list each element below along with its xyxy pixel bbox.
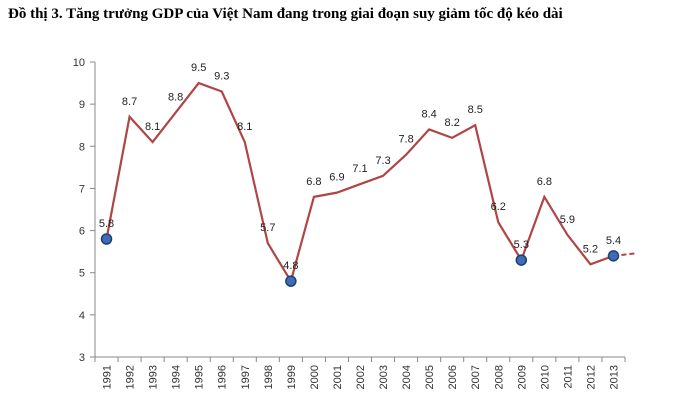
data-labels: 5.8 8.7 8.1 8.8 9.5 9.3 8.1 5.7 4.8 6.8 6.9 7.1 7.3 7…: [99, 62, 621, 272]
x-tick-label: 2013: [608, 365, 620, 389]
y-tick-label: 8: [79, 141, 85, 153]
x-tick-label: 2008: [493, 365, 505, 389]
y-tick-label: 4: [79, 310, 85, 322]
data-label: 8.5: [468, 104, 483, 116]
x-tick-label: 2004: [401, 365, 413, 389]
x-tick-label: 2000: [309, 365, 321, 389]
y-tick-label: 9: [79, 99, 85, 111]
y-tick-label: 5: [79, 268, 85, 280]
y-tick-label: 6: [79, 226, 85, 238]
x-tick-label: 1995: [194, 365, 206, 389]
data-label: 5.7: [260, 222, 275, 234]
x-tick-label: 2002: [355, 365, 367, 389]
data-label: 9.5: [191, 62, 206, 74]
data-label: 8.2: [445, 117, 460, 129]
data-label: 7.3: [375, 155, 390, 167]
data-label: 8.7: [122, 96, 137, 108]
data-label: 9.3: [214, 71, 229, 83]
x-tick-label: 2010: [539, 365, 551, 389]
data-label: 8.1: [145, 121, 160, 133]
point-marker: [607, 250, 620, 262]
data-label: 7.8: [398, 134, 413, 146]
x-tick-label: 2012: [585, 365, 597, 389]
series-line: [105, 81, 614, 284]
plot-area: [95, 40, 645, 365]
data-label: 5.8: [99, 218, 114, 230]
data-label: 8.8: [168, 92, 183, 104]
series-gdp-growth: [100, 81, 636, 287]
x-tick-label: 2011: [562, 365, 574, 389]
data-label: 5.3: [514, 239, 529, 251]
x-axis: 1991 1992 1993 1994 1995 1996 1997 1998 1999 2000…: [94, 356, 626, 389]
y-tick-label: 7: [79, 183, 85, 195]
x-tick-label: 2003: [378, 365, 390, 389]
x-tick-label: 1996: [217, 365, 229, 389]
data-label: 6.2: [491, 201, 506, 213]
data-label: 8.1: [237, 121, 252, 133]
x-tick-label: 1999: [286, 365, 298, 389]
point-marker: [515, 254, 528, 266]
x-tick-label: 1991: [102, 365, 114, 389]
x-tick-label: 2005: [424, 365, 436, 389]
y-tick-label: 3: [79, 352, 85, 364]
data-label: 6.8: [306, 176, 321, 188]
data-label: 5.9: [560, 214, 575, 226]
point-marker: [100, 233, 113, 245]
data-label: 6.9: [329, 172, 344, 184]
x-tick-label: 1993: [148, 365, 160, 389]
x-tick-label: 1998: [263, 365, 275, 389]
x-tick-label: 2009: [516, 365, 528, 389]
data-label: 8.4: [421, 108, 436, 120]
point-marker: [285, 275, 297, 287]
data-label: 7.1: [352, 163, 367, 175]
x-tick-label: 2001: [332, 365, 344, 389]
data-label: 6.8: [537, 176, 552, 188]
data-label: 4.8: [283, 260, 298, 272]
x-tick-label: 1994: [171, 365, 183, 389]
data-label: 5.4: [606, 235, 621, 247]
x-tick-label: 1992: [125, 365, 137, 389]
x-tick-label: 2006: [447, 365, 459, 389]
y-tick-label: 10: [73, 57, 85, 69]
data-label: 5.2: [583, 243, 598, 255]
y-axis: 3 4 5 6 7 8 9 10: [73, 57, 96, 364]
x-tick-label: 1997: [240, 365, 252, 389]
x-tick-label: 2007: [470, 365, 482, 389]
chart-title: Đồ thị 3. Tăng trưởng GDP của Việt Nam đ…: [8, 6, 563, 22]
